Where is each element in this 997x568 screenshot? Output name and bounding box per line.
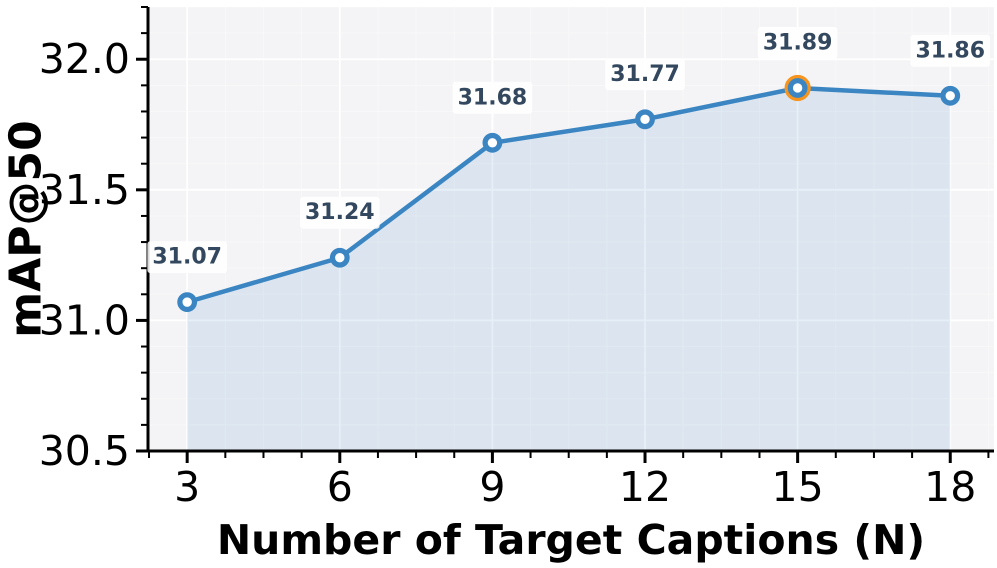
data-point-label: 31.77 <box>610 62 680 87</box>
x-tick-label: 12 <box>619 463 671 511</box>
y-tick-label: 31.0 <box>39 296 130 344</box>
x-tick-label: 15 <box>772 463 824 511</box>
grid-minor <box>148 6 994 451</box>
data-point-label: 31.86 <box>915 38 985 63</box>
data-point-label-box <box>452 81 533 114</box>
data-point-label-box <box>605 58 685 91</box>
x-axis-title: Number of Target Captions (N) <box>217 516 925 564</box>
x-tick-label: 6 <box>327 463 353 511</box>
data-point-marker <box>177 292 198 313</box>
highlight-ring <box>784 74 811 102</box>
data-point-label: 31.68 <box>458 85 528 110</box>
series-path <box>184 85 953 305</box>
data-point-marker <box>635 109 655 130</box>
data-point-marker <box>329 247 350 268</box>
grid-major <box>148 7 994 451</box>
data-point-marker <box>482 132 503 153</box>
data-point-label-box <box>299 196 380 229</box>
x-tick-label: 3 <box>174 463 200 511</box>
axis-tick-labels: 3 6 9 12 15 18 30.5 31.0 31.5 32.0 <box>39 35 977 511</box>
data-point-label: 31.07 <box>152 245 222 270</box>
series-line <box>184 85 953 305</box>
y-axis-title: mAP@50 <box>1 120 52 337</box>
axis-spines <box>146 7 994 453</box>
data-point-label-box <box>147 241 227 274</box>
axis-ticks <box>136 6 990 463</box>
area-fill <box>187 87 951 451</box>
x-tick-label: 18 <box>924 463 976 511</box>
data-point-markers <box>177 74 961 313</box>
data-point-label: 31.24 <box>305 200 375 225</box>
data-point-labels: 31.07 31.24 31.68 31.77 31.89 31.86 <box>147 26 991 274</box>
data-point-label-box <box>910 34 991 67</box>
y-tick-label: 30.5 <box>39 427 130 475</box>
data-point-label-box <box>757 26 838 59</box>
data-point-marker <box>940 85 961 106</box>
y-tick-label: 32.0 <box>39 35 130 83</box>
data-point-marker <box>787 78 808 98</box>
x-tick-label: 9 <box>479 463 505 511</box>
area-under-curve <box>187 87 951 451</box>
plot-area <box>148 7 994 451</box>
plot-background <box>148 7 994 451</box>
y-tick-label: 31.5 <box>39 166 130 214</box>
data-point-label: 31.89 <box>763 30 833 55</box>
